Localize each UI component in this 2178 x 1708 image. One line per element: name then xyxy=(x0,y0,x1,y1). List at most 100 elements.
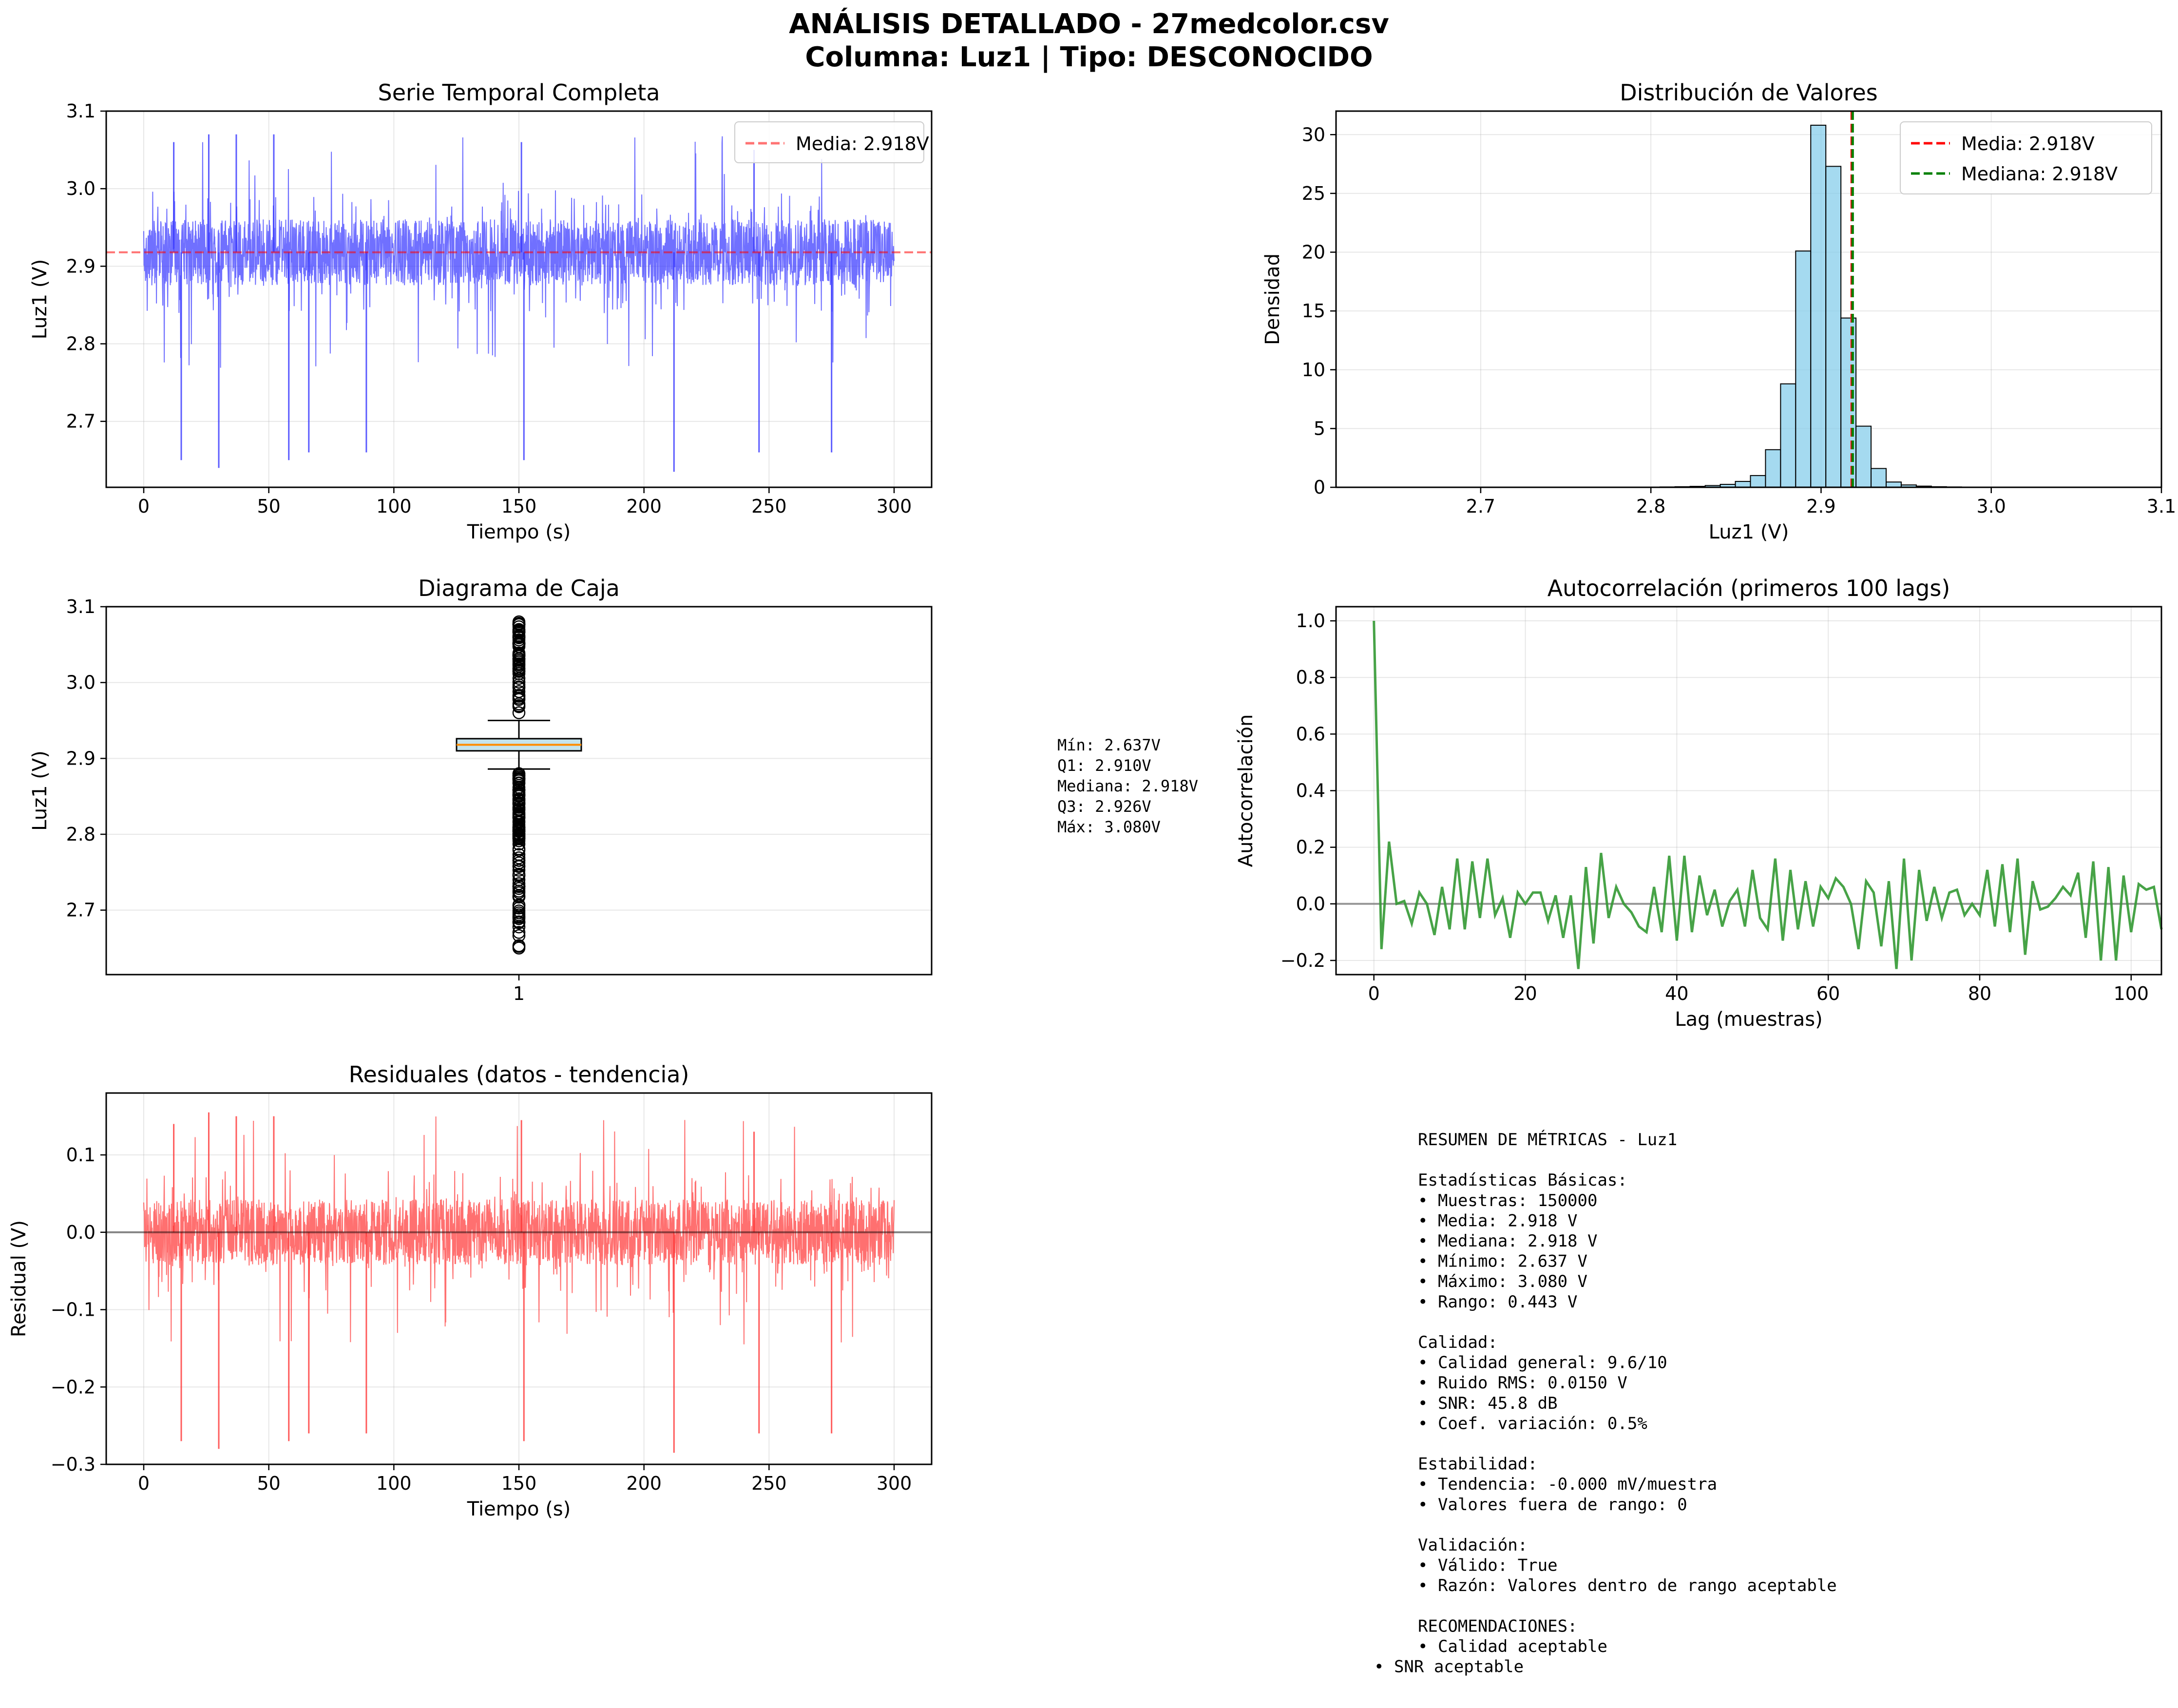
histogram-bar xyxy=(1780,383,1796,488)
x-tick-label: 250 xyxy=(751,1473,787,1494)
ticks: 0 50 100 150 200 250 300 −0.3 −0.2 −0.1 0.0 0.1 xyxy=(51,1144,912,1494)
outlier-point xyxy=(512,842,526,856)
outlier-point xyxy=(512,811,526,825)
outlier-point xyxy=(512,926,526,939)
outlier-point xyxy=(512,939,526,952)
summary-line: • SNR: 45.8 dB xyxy=(1418,1394,1558,1413)
y-tick-label: 2.9 xyxy=(66,748,96,769)
y-tick-label: 2.7 xyxy=(66,900,96,921)
y-tick-label: 3.1 xyxy=(66,100,96,122)
axes-title: Diagrama de Caja xyxy=(418,575,620,601)
panel-boxplot: 2.7 2.8 2.9 3.0 3.1 Diagrama de Caja Luz1 (V) 1 xyxy=(29,575,933,1004)
y-tick-label: 25 xyxy=(1302,183,1325,204)
y-axis-label: Autocorrelación xyxy=(1235,714,1257,867)
summary-line: • Rango: 0.443 V xyxy=(1418,1292,1578,1312)
legend-label: Mediana: 2.918V xyxy=(1961,163,2118,185)
y-axis-label: Densidad xyxy=(1261,253,1284,345)
x-tick-label: 20 xyxy=(1513,983,1537,1004)
x-axis-label: Tiempo (s) xyxy=(467,521,571,543)
panel-residuals: 0 50 100 150 200 250 300 −0.3 −0.2 −0.1 0.0 0.1 Resi… xyxy=(8,1061,933,1520)
axes-frame xyxy=(1335,110,2162,488)
ticks: 2.7 2.8 2.9 3.0 3.1 xyxy=(66,596,106,921)
panel-histogram: 2.7 2.8 2.9 3.0 3.1 0 5 10 15 20 25 30 Distribución … xyxy=(1261,79,2176,543)
y-tick-label: 3.1 xyxy=(66,596,96,617)
summary-line: • Calidad aceptable xyxy=(1418,1637,1607,1656)
axes-frame xyxy=(105,110,933,488)
outlier-point xyxy=(512,916,526,929)
x-tick-label: 50 xyxy=(257,496,280,517)
outlier-point xyxy=(512,910,526,924)
legend-frame xyxy=(734,121,924,163)
box-stat-line: Q1: 2.910V xyxy=(1057,756,1151,775)
y-tick-label: 30 xyxy=(1302,124,1325,145)
box-stats-text: Mín: 2.637V Q1: 2.910V Mediana: 2.918V Q… xyxy=(1057,736,1198,836)
x-tick-label: 150 xyxy=(501,496,537,517)
axes-frame xyxy=(1335,606,2162,976)
suptitle-line2: Columna: Luz1 | Tipo: DESCONOCIDO xyxy=(805,41,1373,73)
outlier-point xyxy=(512,638,526,652)
box-stat-line: Mediana: 2.918V xyxy=(1057,777,1198,795)
y-tick-label: −0.2 xyxy=(1280,950,1325,971)
suptitle-line1: ANÁLISIS DETALLADO - 27medcolor.csv xyxy=(789,8,1389,40)
outlier-point xyxy=(512,859,526,872)
x-tick-label: 40 xyxy=(1665,983,1688,1004)
axes-title: Distribución de Valores xyxy=(1620,79,1878,106)
plot-area xyxy=(456,615,582,955)
x-tick-label: 2.9 xyxy=(1806,496,1835,517)
x-tick-label: 250 xyxy=(751,496,787,517)
summary-line: Estadísticas Básicas: xyxy=(1418,1171,1627,1190)
outlier-point xyxy=(512,829,526,843)
summary-line: RESUMEN DE MÉTRICAS - Luz1 xyxy=(1418,1130,1677,1150)
y-tick-label: 1.0 xyxy=(1296,610,1325,632)
x-axis-label: Lag (muestras) xyxy=(1675,1008,1822,1031)
plot-area xyxy=(106,134,932,472)
autocorrelation-line xyxy=(1373,620,2163,969)
outlier-point xyxy=(512,788,526,802)
y-tick-label: 0.0 xyxy=(1296,893,1325,915)
x-tick-label: 300 xyxy=(877,496,912,517)
y-tick-label: 3.0 xyxy=(66,672,96,693)
x-axis-label: Luz1 (V) xyxy=(1709,521,1789,543)
plot-area xyxy=(106,1112,932,1453)
summary-line: • Válido: True xyxy=(1418,1556,1558,1575)
histogram-bar xyxy=(1886,481,1902,488)
x-tick-label: 0 xyxy=(1368,983,1380,1004)
x-tick-label: 1 xyxy=(513,983,525,1004)
legend-frame xyxy=(1900,121,2152,194)
axes-frame xyxy=(105,606,933,976)
y-tick-label: 2.9 xyxy=(66,255,96,277)
y-tick-label: 5 xyxy=(1314,418,1325,439)
ticks: 2.7 2.8 2.9 3.0 3.1 0 5 10 15 20 25 30 xyxy=(1302,124,2177,517)
y-axis-label: Residual (V) xyxy=(8,1220,30,1337)
summary-line: • Valores fuera de rango: 0 xyxy=(1418,1495,1687,1515)
histogram-bar xyxy=(1765,449,1781,488)
signal-line xyxy=(143,1116,895,1344)
outlier-point xyxy=(512,806,526,819)
x-tick-label: 150 xyxy=(501,1473,537,1494)
outlier-point xyxy=(512,867,526,881)
outlier-point xyxy=(512,672,526,685)
y-tick-label: 0.2 xyxy=(1296,837,1325,858)
summary-line: • Media: 2.918 V xyxy=(1418,1211,1578,1230)
y-tick-label: −0.3 xyxy=(51,1454,96,1475)
x-axis-label: Tiempo (s) xyxy=(467,1498,571,1520)
x-tick-label: 80 xyxy=(1968,983,1991,1004)
y-tick-label: 2.8 xyxy=(66,333,96,355)
y-tick-label: −0.1 xyxy=(51,1299,96,1321)
signal-line xyxy=(143,136,895,368)
outlier-point xyxy=(512,689,526,702)
x-tick-label: 3.1 xyxy=(2147,496,2176,517)
y-axis-label: Luz1 (V) xyxy=(29,259,51,340)
y-tick-label: 0 xyxy=(1314,477,1325,498)
axes-title: Autocorrelación (primeros 100 lags) xyxy=(1548,575,1950,601)
summary-line: • Ruido RMS: 0.0150 V xyxy=(1418,1373,1627,1393)
outlier-point xyxy=(512,658,526,672)
histogram-bar xyxy=(1810,124,1827,488)
axes-frame xyxy=(105,1092,933,1465)
plot-area xyxy=(1336,620,2163,969)
histogram-bar xyxy=(1855,425,1872,488)
x-tick-label: 200 xyxy=(626,1473,662,1494)
outlier-point xyxy=(512,631,526,645)
y-axis-label: Luz1 (V) xyxy=(29,750,51,831)
outlier-point xyxy=(512,685,526,698)
